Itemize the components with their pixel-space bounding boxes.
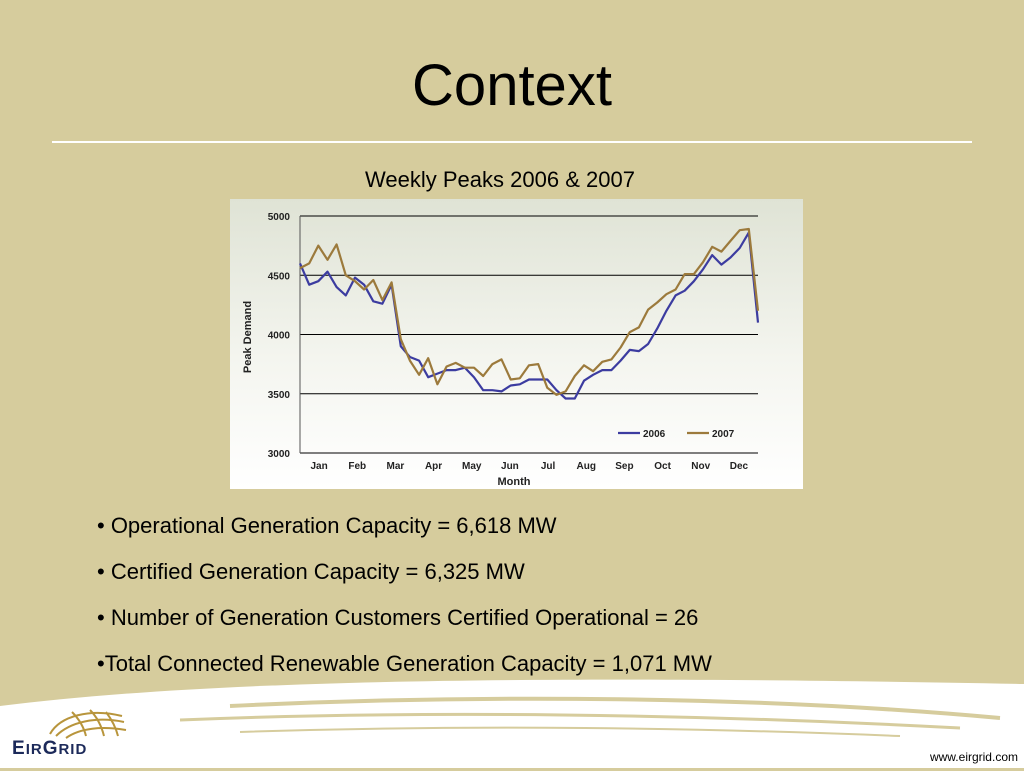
- x-tick-label: Mar: [387, 461, 405, 472]
- bullet-certified-capacity: • Certified Generation Capacity = 6,325 …: [97, 559, 525, 584]
- y-tick-label: 4000: [268, 331, 291, 342]
- x-tick-label: Oct: [654, 461, 671, 472]
- x-tick-label: Aug: [577, 461, 596, 472]
- x-tick-label: Feb: [348, 461, 366, 472]
- weekly-peaks-chart: 3000 3500 4000 4500 5000 Jan Feb Mar Apr May Jun J…: [230, 199, 803, 489]
- series-line-2006: [298, 231, 760, 400]
- title-divider: [52, 141, 972, 143]
- eirgrid-logo: EIRGRID: [10, 706, 130, 766]
- x-tick-label: May: [462, 461, 482, 472]
- slide-title: Context: [412, 53, 612, 118]
- legend-label-2006: 2006: [643, 429, 666, 440]
- x-tick-label: Apr: [425, 461, 442, 472]
- bullet-generation-customers: • Number of Generation Customers Certifi…: [97, 605, 699, 630]
- x-axis-label: Month: [498, 476, 531, 488]
- footer-swoosh: [0, 679, 1024, 768]
- website-url: www.eirgrid.com: [929, 750, 1018, 764]
- bullet-renewable-capacity: •Total Connected Renewable Generation Ca…: [97, 651, 712, 676]
- bullet-operational-capacity: • Operational Generation Capacity = 6,61…: [97, 513, 557, 538]
- x-tick-label: Nov: [691, 461, 710, 472]
- chart-heading: Weekly Peaks 2006 & 2007: [365, 167, 635, 192]
- x-tick-label: Jul: [541, 461, 556, 472]
- chart-background: [230, 199, 803, 489]
- x-tick-label: Sep: [615, 461, 633, 472]
- x-tick-label: Jan: [310, 461, 327, 472]
- legend-label-2007: 2007: [712, 429, 735, 440]
- facts-list: • Operational Generation Capacity = 6,61…: [97, 512, 897, 696]
- y-tick-label: 4500: [268, 271, 291, 282]
- svg-text:EIRGRID: EIRGRID: [12, 738, 87, 759]
- x-tick-label: Dec: [730, 461, 749, 472]
- y-tick-label: 5000: [268, 212, 291, 223]
- x-tick-label: Jun: [501, 461, 519, 472]
- series-line-2007: [299, 227, 760, 396]
- y-tick-label: 3000: [268, 449, 291, 460]
- y-axis-label: Peak Demand: [242, 301, 254, 373]
- y-tick-label: 3500: [268, 390, 291, 401]
